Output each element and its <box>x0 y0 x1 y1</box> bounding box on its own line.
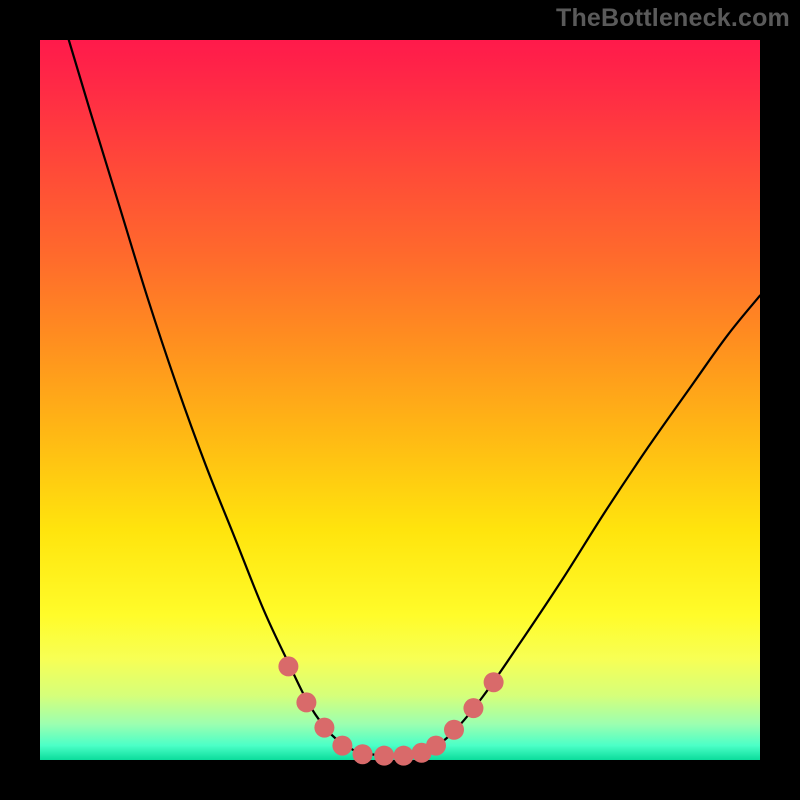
curve-marker <box>484 672 504 692</box>
bottleneck-chart <box>0 0 800 800</box>
curve-marker <box>394 746 414 766</box>
curve-marker <box>332 736 352 756</box>
curve-marker <box>374 746 394 766</box>
plot-area <box>40 40 760 760</box>
curve-marker <box>444 720 464 740</box>
curve-marker <box>353 744 373 764</box>
watermark-text: TheBottleneck.com <box>556 4 790 33</box>
curve-marker <box>278 656 298 676</box>
curve-marker <box>296 692 316 712</box>
curve-marker <box>426 736 446 756</box>
curve-marker <box>314 718 334 738</box>
curve-marker <box>463 698 483 718</box>
